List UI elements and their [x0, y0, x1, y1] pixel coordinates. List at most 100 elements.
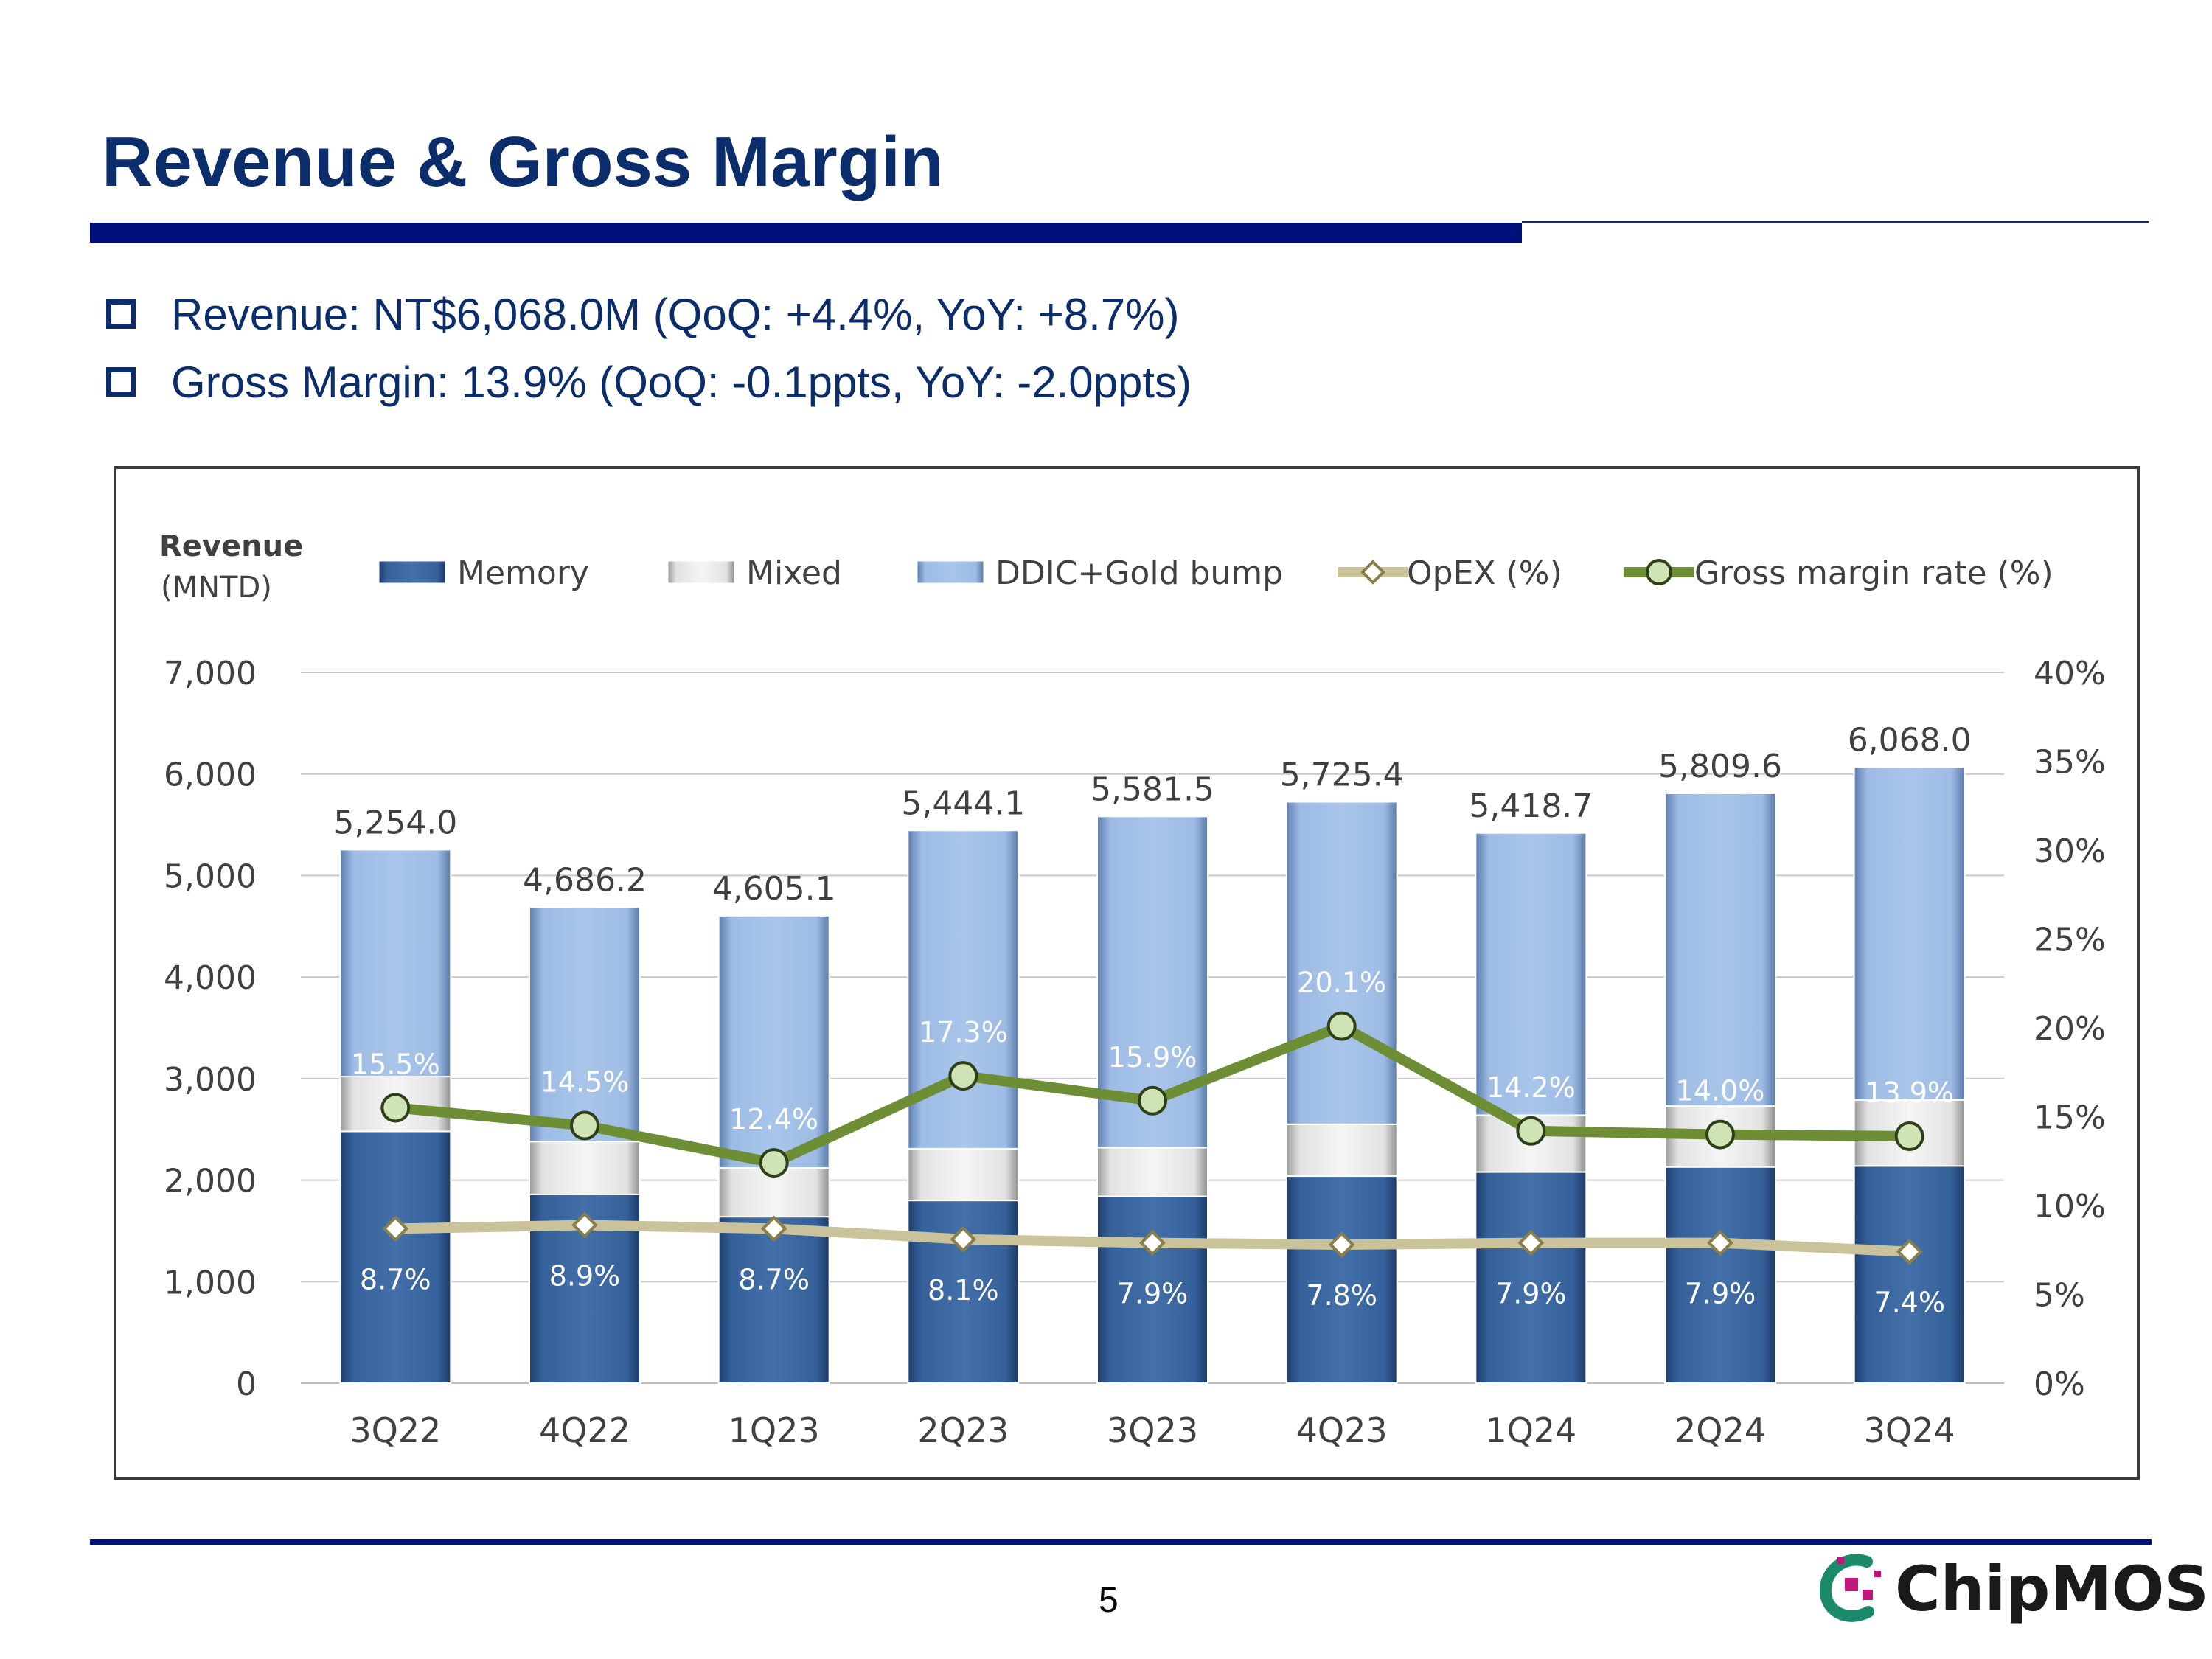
bullet-text: Gross Margin: 13.9% (QoQ: -0.1ppts, YoY:… [171, 358, 1192, 407]
y-tick-label: 1,000 [164, 1264, 257, 1301]
opex-marker [571, 1211, 598, 1239]
gross-margin-marker [570, 1110, 599, 1141]
title-rule-thin [1522, 221, 2149, 223]
chart-frame: 0 1,000 2,000 3,000 4,000 5,000 6,000 7,000 0% 5… [114, 466, 2140, 1480]
bullet-square-icon [106, 367, 136, 397]
x-tick-label: 2Q23 [917, 1411, 1009, 1450]
bar-ddic-gold-bump [907, 830, 1020, 1150]
opex-label: 7.4% [1874, 1287, 1945, 1319]
y2-tick-label: 35% [2034, 744, 2106, 782]
x-tick-label: 4Q23 [1296, 1411, 1388, 1450]
opex-label: 8.9% [549, 1260, 621, 1293]
gross-margin-label: 20.1% [1297, 967, 1386, 999]
y-tick-label: 5,000 [164, 858, 257, 895]
opex-label: 8.7% [360, 1263, 431, 1295]
bar-ddic-gold-bump [1664, 792, 1776, 1107]
total-label: 5,809.6 [1658, 748, 1782, 785]
data-labels: 5,254.0 4,686.2 4,605.1 5,444.1 5,581.5 5,725… [333, 721, 1971, 1318]
y-tick-label: 4,000 [164, 959, 257, 997]
total-label: 5,725.4 [1280, 757, 1404, 794]
gross-margin-marker [380, 1093, 411, 1123]
gross-margin-label: 14.0% [1676, 1075, 1765, 1107]
legend-opex-label: OpEX (%) [1407, 554, 1562, 592]
legend-gross-margin-marker [1646, 559, 1672, 585]
total-label: 4,605.1 [712, 870, 836, 908]
y-tick-label: 7,000 [164, 655, 257, 692]
bar-mixed [529, 1141, 641, 1195]
opex-label: 8.7% [738, 1263, 810, 1295]
legend-mixed-label: Mixed [746, 554, 842, 592]
bar-ddic-gold-bump [339, 849, 452, 1078]
y2-tick-label: 40% [2034, 655, 2106, 692]
legend: Memory Mixed DDIC+Gold bump OpEX (%) Gross m… [378, 554, 2053, 592]
opex-marker [1517, 1229, 1545, 1256]
bar-memory [1285, 1175, 1398, 1384]
opex-label: 7.9% [1495, 1278, 1567, 1310]
x-tick-label: 1Q24 [1485, 1411, 1576, 1450]
gross-margin-marker [948, 1061, 978, 1091]
y-tick-label: 3,000 [164, 1061, 257, 1099]
gross-margin-label: 14.5% [540, 1066, 630, 1099]
opex-marker [1139, 1229, 1166, 1256]
bar-memory [1096, 1195, 1208, 1384]
logo-text: ChipMOS [1895, 1553, 2209, 1625]
x-tick-label: 1Q23 [728, 1411, 820, 1450]
bar-memory [717, 1216, 830, 1384]
gross-margin-label: 13.9% [1865, 1077, 1954, 1109]
bullet-square-icon [106, 299, 136, 329]
opex-marker [1896, 1238, 1923, 1265]
y-axis-title-line1: Revenue [159, 529, 303, 563]
bar-ddic-gold-bump [1853, 766, 1966, 1101]
y-tick-label: 6,000 [164, 757, 257, 794]
page-title: Revenue & Gross Margin [102, 122, 944, 201]
bullet-text: Revenue: NT$6,068.0M (QoQ: +4.4%, YoY: +… [171, 290, 1180, 339]
legend-gross-margin-label: Gross margin rate (%) [1694, 554, 2053, 592]
y2-tick-label: 5% [2034, 1277, 2085, 1315]
page-number: 5 [1099, 1581, 1119, 1620]
y2-tick-label: 20% [2034, 1010, 2106, 1048]
legend-memory-swatch [378, 560, 446, 584]
line-series [380, 1011, 1924, 1265]
total-label: 5,254.0 [333, 804, 457, 841]
opex-label: 7.9% [1117, 1278, 1189, 1310]
legend-mixed-swatch [667, 560, 735, 584]
gross-margin-label: 12.4% [729, 1103, 818, 1135]
bar-mixed [1285, 1123, 1398, 1178]
x-tick-label: 4Q22 [539, 1411, 630, 1450]
legend-ddic-gold-bump-label: DDIC+Gold bump [995, 554, 1283, 592]
y2-tick-label: 30% [2034, 832, 2106, 870]
y2-tick-label: 0% [2034, 1366, 2085, 1403]
total-label: 4,686.2 [523, 862, 647, 900]
gross-margin-label: 14.2% [1486, 1071, 1576, 1104]
y-axis-title: Revenue (MNTD) [159, 529, 303, 605]
bar-ddic-gold-bump [717, 914, 830, 1169]
x-tick-label: 2Q24 [1674, 1411, 1766, 1450]
bar-memory [1853, 1165, 1966, 1384]
opex-label: 8.1% [928, 1274, 999, 1307]
opex-marker [1328, 1231, 1355, 1258]
y-tick-label: 2,000 [164, 1163, 257, 1200]
gross-margin-marker [759, 1148, 789, 1178]
y-axis-right: 0% 5% 10% 15% 20% 25% 30% 35% 40% [2034, 655, 2106, 1403]
y-axis-title-line2: (MNTD) [161, 571, 272, 605]
gross-margin-label: 15.5% [351, 1048, 440, 1080]
chipmos-logo-icon [1819, 1554, 1881, 1622]
gross-margin-marker [1326, 1011, 1357, 1041]
gross-margin-marker [1705, 1119, 1735, 1150]
x-tick-label: 3Q23 [1107, 1411, 1198, 1450]
legend-memory-label: Memory [457, 554, 589, 592]
x-tick-label: 3Q22 [349, 1411, 441, 1450]
opex-label: 7.8% [1306, 1279, 1377, 1312]
opex-label: 7.9% [1685, 1278, 1756, 1310]
gross-margin-marker [1138, 1085, 1167, 1116]
bar-memory [339, 1130, 452, 1384]
legend-opex-marker [1360, 560, 1385, 585]
total-label: 6,068.0 [1848, 721, 1972, 759]
y2-tick-label: 25% [2034, 922, 2106, 959]
footer-rule [90, 1539, 2152, 1545]
gross-margin-label: 15.9% [1108, 1041, 1197, 1074]
x-tick-label: 3Q24 [1864, 1411, 1955, 1450]
y-tick-label: 0 [236, 1366, 257, 1403]
title-rule [90, 223, 1522, 243]
chipmos-logo: ChipMOS [1815, 1548, 2209, 1630]
